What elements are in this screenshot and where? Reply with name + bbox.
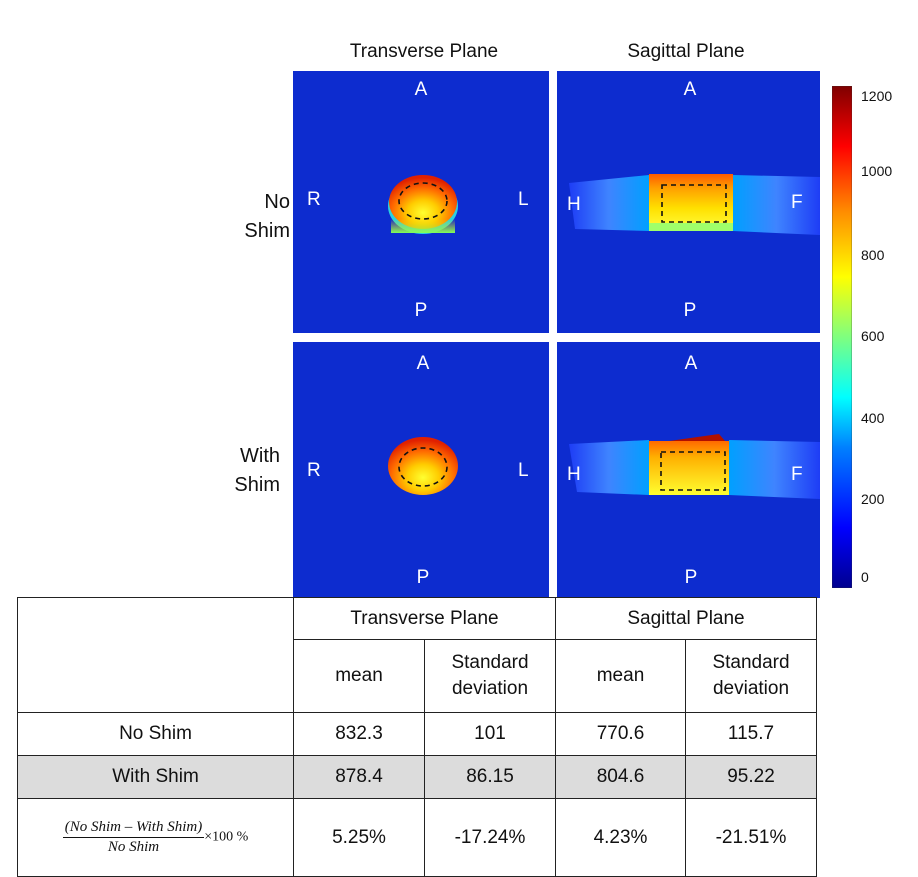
subheader-sd: Standard deviation: [685, 639, 817, 713]
cell: 770.6: [555, 712, 686, 756]
panel-transverse-with-shim: A P R L: [293, 342, 549, 604]
subheader-sd-line2: deviation: [451, 678, 529, 699]
label-head: H: [567, 464, 581, 485]
table-corner: [17, 597, 294, 713]
row-label-no-shim-line2: Shim: [244, 220, 290, 242]
cell: 95.22: [685, 755, 817, 799]
subheader-sd: Standard deviation: [424, 639, 556, 713]
table-row: No Shim 832.3 101 770.6 115.7: [17, 712, 817, 756]
label-head: H: [567, 194, 581, 215]
table-row: With Shim 878.4 86.15 804.6 95.22: [17, 755, 817, 799]
label-anterior: A: [685, 353, 698, 374]
cell: 86.15: [424, 755, 556, 799]
roi-rectangle: [660, 451, 726, 491]
colorbar-tick: 200: [861, 491, 885, 507]
table-header-transverse: Transverse Plane: [293, 597, 556, 640]
panel-sagittal-with-shim: A P H F: [557, 342, 820, 604]
formula-denominator: No Shim: [107, 839, 160, 855]
label-anterior: A: [417, 353, 430, 374]
label-posterior: P: [684, 300, 697, 321]
subheader-mean: mean: [555, 639, 686, 713]
roi-circle: [398, 182, 448, 220]
panel-transverse-no-shim: A P R L: [293, 71, 549, 333]
formula-multiplier: ×100 %: [204, 829, 249, 845]
label-right: R: [307, 189, 321, 210]
table-header-sagittal: Sagittal Plane: [555, 597, 817, 640]
label-feet: F: [791, 464, 803, 485]
panel-sagittal-no-shim: A P H F: [557, 71, 820, 333]
row-label-with-shim: With Shim: [190, 442, 280, 500]
slab-right: [729, 440, 820, 499]
title-transverse: Transverse Plane: [349, 41, 499, 62]
colorbar-tick: 1200: [861, 88, 893, 104]
row-label-no-shim-line1: No: [264, 191, 290, 213]
formula-cell: (No Shim – With Shim) No Shim ×100 %: [17, 798, 294, 877]
title-sagittal: Sagittal Plane: [627, 41, 745, 62]
row-label-with-shim-line1: With: [240, 445, 280, 467]
colorbar-tick: 400: [861, 410, 885, 426]
label-feet: F: [791, 192, 803, 213]
cell: -17.24%: [424, 798, 556, 877]
label-anterior: A: [415, 79, 428, 100]
colorbar: [832, 86, 852, 588]
label-left: L: [518, 460, 529, 481]
cell: 5.25%: [293, 798, 425, 877]
cell: 115.7: [685, 712, 817, 756]
cell: 101: [424, 712, 556, 756]
slab-right: [733, 175, 820, 235]
row-label-no-shim: No Shim: [200, 188, 290, 246]
label-right: R: [307, 460, 321, 481]
row-label: No Shim: [17, 712, 294, 756]
percent-change-formula: (No Shim – With Shim) No Shim ×100 %: [62, 819, 249, 855]
cell: -21.51%: [685, 798, 817, 877]
row-label-with-shim-line2: Shim: [234, 474, 280, 496]
row-label: With Shim: [17, 755, 294, 799]
colorbar-tick: 1000: [861, 163, 893, 179]
label-posterior: P: [685, 567, 698, 588]
label-left: L: [518, 189, 529, 210]
subheader-sd-line1: Standard: [451, 652, 529, 673]
subheader-sd-line2: deviation: [712, 678, 790, 699]
cell: 832.3: [293, 712, 425, 756]
roi-circle: [398, 447, 448, 487]
cell: 804.6: [555, 755, 686, 799]
phantom-ellipse: [388, 437, 458, 495]
slab-left: [569, 175, 649, 231]
table-row: (No Shim – With Shim) No Shim ×100 % 5.2…: [17, 798, 817, 877]
formula-numerator: (No Shim – With Shim): [62, 819, 205, 838]
cell: 878.4: [293, 755, 425, 799]
phantom-ellipse: [389, 175, 457, 229]
cell: 4.23%: [555, 798, 686, 877]
label-anterior: A: [684, 79, 697, 100]
slab-center: [649, 441, 729, 495]
stats-table: Transverse Plane Sagittal Plane mean Sta…: [17, 597, 817, 877]
subheader-sd-line1: Standard: [712, 652, 790, 673]
slab-left: [569, 440, 649, 495]
colorbar-tick: 800: [861, 247, 885, 263]
subheader-mean: mean: [293, 639, 425, 713]
colorbar-tick: 0: [861, 569, 869, 585]
label-posterior: P: [417, 567, 430, 588]
roi-rectangle: [661, 184, 727, 223]
label-posterior: P: [415, 300, 428, 321]
colorbar-tick: 600: [861, 328, 885, 344]
